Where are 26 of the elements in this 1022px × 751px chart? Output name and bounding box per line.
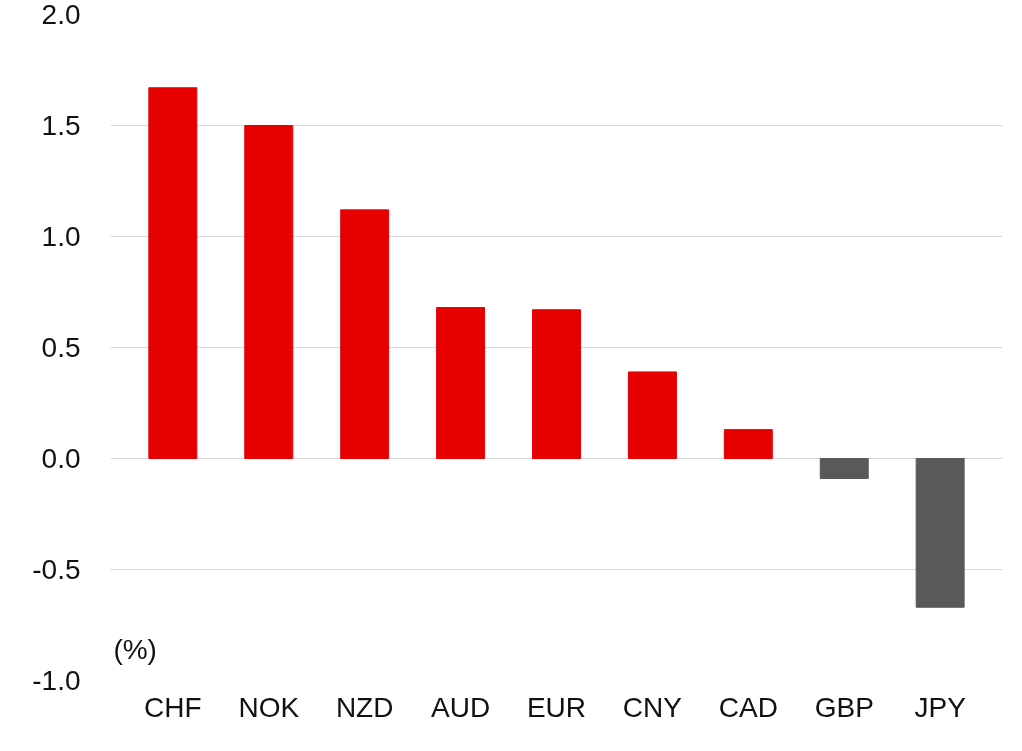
x-tick-label: NZD: [335, 691, 394, 723]
y-tick-label: 1.0: [41, 221, 81, 252]
x-tick-label: EUR: [526, 691, 587, 723]
x-tick-label: GBP: [814, 691, 874, 723]
y-tick-label: 1.5: [41, 110, 81, 141]
x-tick-label: AUD: [431, 691, 491, 723]
bar: [627, 371, 677, 459]
bar: [148, 87, 198, 459]
x-tick-label: CNY: [622, 691, 683, 723]
bar: [915, 458, 965, 608]
y-tick-label: 0.5: [41, 332, 81, 363]
bar: [340, 209, 390, 459]
y-tick-label: 0.0: [41, 443, 81, 474]
y-tick-label: -0.5: [32, 554, 81, 585]
bar: [819, 458, 869, 479]
bar: [532, 309, 581, 459]
bar: [436, 307, 486, 459]
x-tick-label: CAD: [718, 691, 778, 723]
x-tick-label: JPY: [914, 691, 967, 723]
y-tick-label: -1.0: [32, 665, 81, 696]
bar: [244, 125, 294, 459]
y-tick-label: 2.0: [41, 0, 81, 30]
x-tick-label: NOK: [238, 691, 300, 723]
bar: [723, 429, 773, 459]
x-tick-label: CHF: [144, 691, 202, 723]
y-axis-title: (%): [113, 633, 157, 665]
